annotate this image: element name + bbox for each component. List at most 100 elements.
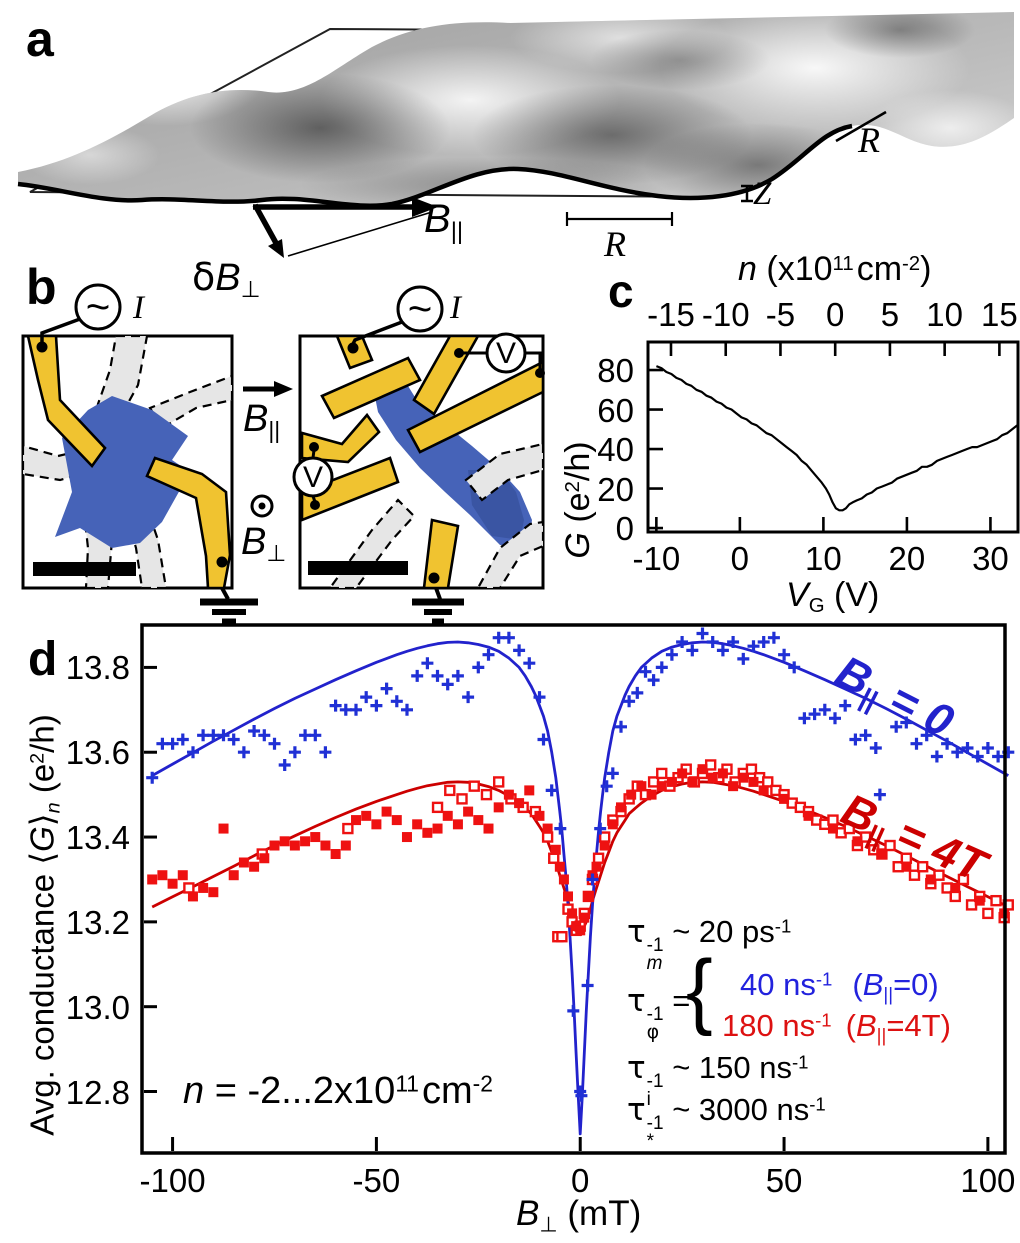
b-parallel-label: B|| [424,197,464,246]
panel-c-n-tick-label: 0 [826,296,845,333]
panel-label-d: d [28,633,58,686]
z-label: Z [753,176,772,212]
tau-i-annotation: τ -1 i ~ 150 ns-1 [627,1050,809,1110]
density-range-annotation: n = -2...2x1011cm-2 [183,1070,493,1112]
delta-b-perp-arrow [252,203,279,245]
panel-label-c: c [608,265,634,317]
panel-c-x-tick-label: -10 [632,540,681,577]
panel-d-x-axis-label: B⊥ (mT) [516,1194,642,1237]
panel-label-b: b [26,259,57,315]
scale-bar-right [308,561,408,575]
r-label-bottom: R [604,224,626,264]
ground-icon [412,587,464,624]
panel-c-x-tick-label: 10 [805,540,842,577]
filled-square-series [147,764,1010,936]
ground-icon [200,587,258,624]
tau-star-annotation: τ -1 * ~ 3000 ns-1 [627,1092,826,1152]
contact-dot [310,500,320,510]
panel-d-y-tick-label: 13.0 [65,988,130,1026]
panel-c-y-tick-label: 80 [597,352,634,390]
b-parallel-direction-arrowhead [274,381,293,397]
panel-d-x-tick-label: 50 [765,1162,803,1199]
panel-c-y-tick-label: 60 [597,391,634,429]
gold-electrodes-left [26,334,232,590]
voltmeter-icon [485,332,527,374]
contact-dot [309,442,319,452]
conductance-vs-gate-curve [655,365,1018,512]
contact-dot [347,342,359,354]
scale-bar-left [33,562,136,576]
panel-b-graphics [21,283,545,624]
ac-source-icon [74,283,122,331]
tau-phi-blue-value: 40 ns-1 (B||=0) [740,967,939,1005]
panel-c-x-tick-label: 0 [730,540,750,577]
panel-c-n-tick-label: 15 [981,296,1018,333]
b-perp-out-of-plane-icon [250,494,274,518]
right-device-schematic [292,285,545,624]
tau-phi-brace: { [686,942,713,1037]
plus-series [146,627,1015,1102]
panel-c-n-tick-label: -15 [647,296,695,333]
contact-dot [428,572,440,584]
b-perp-field-label: B⊥ [241,521,287,567]
ac-source-tilde: ~ [85,283,111,330]
panel-d-y-tick-label: 12.8 [65,1073,130,1111]
contact-dot [454,348,464,358]
panel-d-y-tick-label: 13.6 [65,734,130,772]
current-label-left: I [133,290,144,326]
panel-c-n-tick-label: -10 [701,296,750,333]
panel-c-y-axis-label: G (e2/h) [559,441,597,559]
panel-d-x-tick-label: -50 [352,1162,401,1199]
panel-c-x-tick-label: 20 [888,540,926,577]
ac-source-icon [396,285,444,333]
panel-d-y-axis-label: Avg. conductance ⟨G⟩n (e2/h) [22,714,65,1136]
panel-d-y-tick-label: 13.8 [65,649,130,687]
r-measure-bar [565,212,674,226]
panel-d-x-tick-label: 0 [571,1162,590,1199]
panel-c-x-tick-label: 30 [972,540,1009,577]
panel-d-y-tick-label: 13.4 [65,819,130,857]
b-parallel-arrowhead [412,197,438,217]
panel-c-top-axis-label: n (x1011cm-2) [738,250,932,288]
left-device-schematic [21,283,258,624]
surface-front-edge [17,123,853,208]
panel-c-n-tick-label: 5 [880,296,900,333]
b-parallel-field-label: B|| [243,398,281,443]
fit-curve-blue [151,640,1009,1136]
voltmeter-label: V [495,337,517,370]
panel-c-frame [646,340,1020,534]
contact-dot [36,341,48,353]
r-label-right: R [858,120,880,160]
panel-c-n-tick-label: 10 [926,296,964,333]
vector-hypotenuse-line [287,211,433,257]
panel-c-plot [646,340,1020,534]
z-height-bracket [741,184,753,203]
contact-dot [216,556,228,568]
panel-c-n-tick-label: -5 [765,296,796,333]
tau-phi-annotation: τ -1 φ = [627,983,691,1043]
ac-source-tilde: ~ [407,285,433,332]
contact-dot [535,368,545,378]
panel-c-y-tick-label: 40 [597,431,634,469]
tau-phi-red-value: 180 ns-1 (B||=4T) [722,1008,951,1046]
tau-m-annotation: τ -1 m ~ 20 ps-1 [627,914,792,974]
panel-d-y-tick-label: 13.2 [65,903,130,941]
delta-b-perp-label: δB⊥ [192,255,261,303]
delta-b-perp-arrowhead [268,239,284,258]
panel-c-y-tick-label: 20 [597,470,634,508]
voltmeter-icon [292,456,334,498]
source-wire-left [40,317,81,343]
panel-d-x-tick-label: 100 [960,1162,1016,1199]
current-label-right: I [450,290,461,326]
panel-c-y-tick-label: 0 [615,510,634,548]
r-scale-segment [835,110,887,143]
voltmeter-wire [525,351,542,370]
panel-d-plot [140,623,1015,1155]
panel-c-x-axis-label: VG (V) [786,576,880,618]
panel-d-x-tick-label: -100 [139,1162,206,1199]
panel-d-frame [140,623,1007,1155]
panel-label-a: a [26,11,54,67]
voltmeter-label: V [302,461,324,494]
